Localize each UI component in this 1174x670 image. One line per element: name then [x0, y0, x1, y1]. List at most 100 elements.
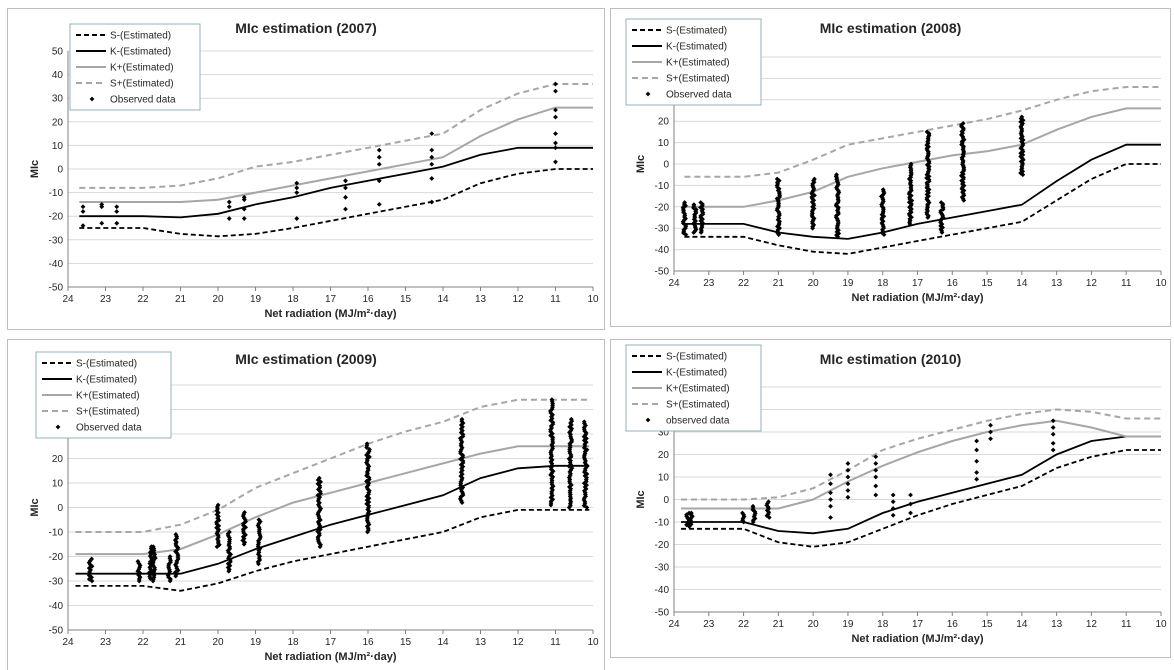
y-tick-label: 20 — [52, 454, 64, 465]
series-line — [681, 435, 1161, 535]
data-point — [255, 551, 261, 557]
y-tick-label: -10 — [49, 528, 64, 539]
legend-label: observed data — [666, 416, 730, 427]
chart-title: MIc estimation (2009) — [235, 351, 377, 367]
chart-panel-2010: MIc estimation (2010) -50 -40 -30 -20 -10 0 10 2… — [610, 339, 1171, 658]
legend-label: K-(Estimated) — [110, 47, 171, 58]
data-point — [376, 154, 382, 160]
y-tick-label: -40 — [49, 259, 64, 270]
x-tick-label: 16 — [947, 619, 959, 630]
data-point — [582, 490, 588, 495]
x-tick-label: 24 — [668, 619, 680, 630]
legend: S-(Estimated) K-(Estimated) K+(Estimated) S… — [35, 351, 172, 439]
x-tick-label: 24 — [62, 637, 74, 648]
data-point — [693, 218, 698, 224]
data-point — [114, 220, 120, 226]
data-point — [845, 467, 851, 473]
data-point — [343, 206, 348, 212]
data-point — [924, 210, 930, 215]
legend-label: S+(Estimated) — [666, 400, 730, 411]
chart-2007: MIc estimation (2007) -50 -40 -30 -20 -10 0 10 2… — [29, 20, 599, 320]
data-point — [240, 538, 246, 543]
x-tick-label: 20 — [212, 294, 224, 305]
legend-label: K+(Estimated) — [666, 384, 730, 395]
y-tick-label: -20 — [655, 202, 670, 213]
data-point — [99, 204, 105, 210]
series-line — [681, 449, 1161, 548]
x-tick-label: 21 — [175, 637, 187, 648]
data-point — [240, 526, 246, 532]
data-point — [315, 477, 321, 483]
data-point — [687, 517, 693, 522]
data-point — [550, 434, 556, 440]
data-point — [553, 131, 558, 136]
data-point — [924, 180, 930, 186]
data-point — [242, 510, 247, 515]
y-tick-label: -50 — [49, 283, 64, 294]
data-point — [147, 559, 153, 565]
data-point — [315, 519, 321, 525]
y-axis-label: MIc — [29, 160, 41, 178]
data-point — [908, 161, 914, 167]
data-point — [1019, 139, 1025, 145]
data-point — [151, 569, 157, 574]
data-point — [764, 502, 770, 508]
y-tick-label: -30 — [49, 577, 64, 588]
x-tick-label: 13 — [475, 637, 487, 648]
data-point — [683, 216, 688, 221]
data-point — [553, 145, 558, 151]
data-point — [740, 516, 746, 521]
data-point — [550, 444, 555, 450]
x-tick-label: 18 — [287, 637, 299, 648]
data-point — [828, 497, 833, 502]
data-point — [567, 424, 573, 430]
x-tick-label: 13 — [1051, 278, 1063, 289]
data-point — [147, 561, 153, 566]
y-axis-label: MIc — [29, 498, 41, 516]
chart-2009: MIc estimation (2009) -50 -40 -30 -20 -10 0 10 2… — [29, 351, 599, 663]
x-tick-label: 12 — [512, 294, 524, 305]
data-point — [691, 220, 697, 226]
y-tick-label: -50 — [655, 267, 670, 278]
x-axis-label: Net radiation (MJ/m²·day) — [851, 633, 983, 645]
data-point — [553, 81, 558, 87]
data-point — [89, 556, 95, 562]
data-point — [682, 211, 688, 217]
x-tick-label: 19 — [842, 278, 854, 289]
data-point — [698, 200, 704, 205]
data-point — [938, 200, 944, 205]
data-point — [776, 232, 782, 238]
x-tick-label: 20 — [808, 619, 820, 630]
data-point — [974, 470, 980, 475]
data-point — [89, 574, 94, 580]
data-point — [147, 564, 153, 570]
data-point — [137, 574, 143, 580]
data-point — [166, 561, 172, 567]
data-point — [828, 515, 833, 520]
data-point — [136, 572, 142, 578]
data-point — [960, 171, 966, 177]
data-point — [1018, 135, 1024, 141]
x-tick-label: 18 — [877, 619, 889, 630]
data-point — [135, 568, 141, 574]
x-tick-label: 11 — [550, 637, 561, 648]
data-point — [908, 510, 913, 516]
data-point — [175, 545, 181, 551]
data-point — [174, 533, 180, 539]
data-point — [226, 550, 232, 555]
data-point — [458, 422, 464, 428]
data-point — [255, 559, 261, 565]
chart-title: MIc estimation (2007) — [235, 20, 377, 36]
data-point — [365, 529, 370, 535]
x-tick-label: 22 — [738, 278, 750, 289]
data-point — [364, 501, 370, 507]
x-tick-label: 21 — [175, 294, 187, 305]
data-point — [1020, 168, 1026, 174]
data-point — [549, 453, 555, 459]
data-point — [873, 492, 879, 498]
data-point — [890, 499, 896, 505]
data-point — [689, 513, 695, 519]
data-point — [809, 189, 815, 195]
data-point — [549, 397, 555, 403]
y-tick-label: 40 — [52, 70, 64, 81]
